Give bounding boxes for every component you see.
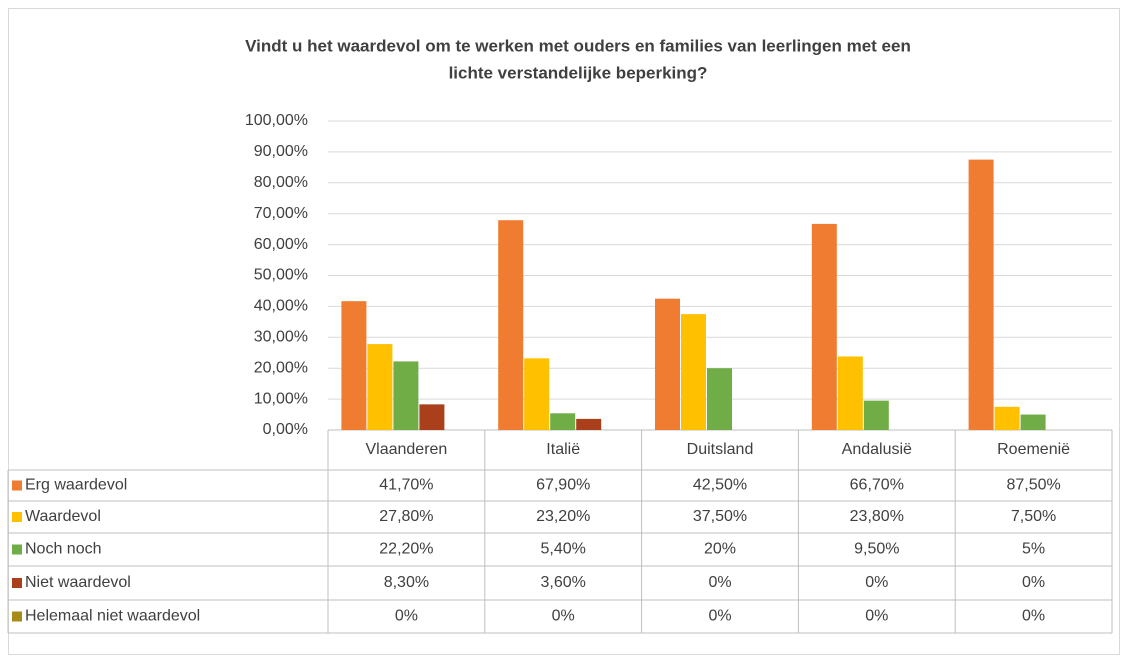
data-label: 23,20% (536, 508, 590, 525)
bar (837, 356, 863, 430)
data-label: 0% (1022, 608, 1045, 625)
y-tick-label: 70,00% (254, 205, 308, 222)
x-tick-label: Vlaanderen (365, 441, 447, 458)
data-label: 0% (708, 574, 731, 591)
y-tick-label: 20,00% (254, 359, 308, 376)
data-label: 37,50% (693, 508, 747, 525)
data-label: 27,80% (379, 508, 433, 525)
data-label: 7,50% (1011, 508, 1056, 525)
data-label: 5,40% (541, 541, 586, 558)
data-label: 0% (865, 574, 888, 591)
data-label: 22,20% (379, 541, 433, 558)
data-label: 0% (552, 608, 575, 625)
data-label: 8,30% (384, 574, 429, 591)
bar (393, 361, 419, 430)
bar (524, 358, 550, 430)
legend-key (12, 480, 22, 491)
x-tick-label: Andalusië (842, 441, 912, 458)
data-label: 5% (1022, 541, 1045, 558)
data-label: 9,50% (854, 541, 899, 558)
bar (655, 298, 680, 430)
x-tick-label: Roemenië (997, 441, 1070, 458)
bar (1020, 414, 1046, 430)
bar (341, 301, 367, 430)
legend-label: Waardevol (25, 508, 101, 525)
legend-key (12, 611, 22, 622)
bar (863, 400, 889, 430)
data-label: 23,80% (850, 508, 904, 525)
data-label: 0% (395, 608, 418, 625)
y-tick-label: 100,00% (245, 112, 308, 129)
legend-label: Helemaal niet waardevol (25, 608, 200, 625)
chart-title: lichte verstandelijke beperking? (449, 63, 708, 82)
bar (707, 368, 732, 430)
bar (994, 406, 1020, 430)
chart-title: Vindt u het waardevol om te werken met o… (245, 36, 911, 55)
data-label: 3,60% (541, 574, 586, 591)
bar (419, 404, 445, 430)
y-tick-label: 80,00% (254, 174, 308, 191)
data-label: 20% (704, 541, 736, 558)
legend-label: Noch noch (25, 541, 102, 558)
data-label: 66,70% (850, 477, 904, 494)
y-tick-label: 90,00% (254, 143, 308, 160)
bar (811, 223, 837, 430)
y-tick-label: 60,00% (254, 236, 308, 253)
legend-key (12, 544, 22, 555)
data-label: 0% (1022, 574, 1045, 591)
x-tick-label: Duitsland (687, 441, 754, 458)
bar (968, 159, 994, 430)
data-label: 42,50% (693, 477, 747, 494)
data-label: 41,70% (379, 477, 433, 494)
bar (498, 220, 524, 430)
legend-key (12, 578, 22, 588)
data-label: 87,50% (1006, 477, 1060, 494)
bar (576, 418, 602, 430)
bar (681, 314, 706, 430)
x-tick-label: Italië (546, 441, 580, 458)
data-label: 67,90% (536, 477, 590, 494)
data-label: 0% (708, 608, 731, 625)
legend-key (12, 512, 22, 522)
y-tick-label: 30,00% (254, 329, 308, 346)
legend-label: Erg waardevol (25, 477, 127, 494)
legend-label: Niet waardevol (25, 574, 131, 591)
y-tick-label: 0,00% (263, 421, 308, 438)
data-label: 0% (865, 608, 888, 625)
y-tick-label: 50,00% (254, 267, 308, 284)
bar (550, 413, 576, 430)
y-tick-label: 10,00% (254, 390, 308, 407)
bar (367, 344, 393, 430)
y-tick-label: 40,00% (254, 298, 308, 315)
chart-border (8, 8, 1120, 655)
